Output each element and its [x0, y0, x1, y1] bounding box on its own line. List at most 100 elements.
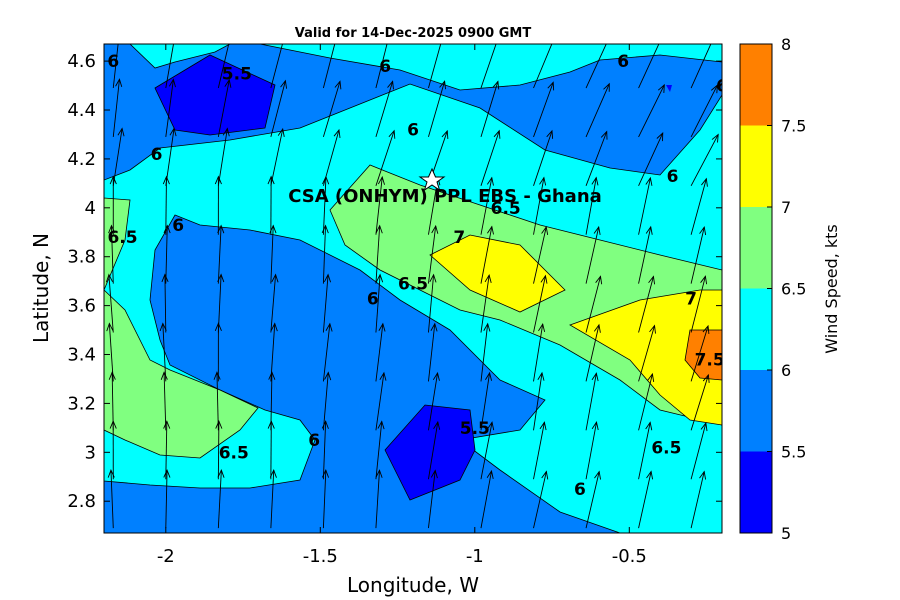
- wind-arrow-head: [699, 225, 707, 236]
- wind-arrow-head: [702, 324, 710, 334]
- wind-arrow: [375, 81, 394, 138]
- wind-arrow: [638, 84, 665, 138]
- wind-arrow-head: [600, 130, 608, 140]
- wind-arrow: [428, 323, 436, 382]
- wind-arrow-head: [486, 469, 494, 479]
- contour-label: 6.5: [107, 228, 137, 248]
- wind-arrow: [428, 372, 438, 431]
- contour-label: 7.5: [695, 350, 725, 370]
- wind-arrow-head: [222, 127, 230, 137]
- wind-arrow-head: [430, 322, 438, 332]
- wind-arrow-head: [324, 371, 332, 381]
- wind-arrow-head: [334, 80, 342, 90]
- wind-arrow: [322, 274, 329, 333]
- wind-arrow: [165, 128, 175, 186]
- wind-arrow-head: [591, 421, 599, 431]
- site-label: CSA (ONHYM) PPL EBS - Ghana: [288, 186, 602, 207]
- wind-arrow: [165, 44, 174, 89]
- wind-arrow-head: [116, 30, 122, 38]
- wind-arrow: [638, 226, 652, 284]
- wind-arrow: [585, 131, 608, 186]
- wind-arrow-head: [646, 470, 654, 480]
- colorbar-tick-label: 5: [781, 524, 791, 543]
- wind-arrow-head: [486, 176, 494, 186]
- y-tick-label: 4: [85, 198, 96, 219]
- wind-arrow: [480, 275, 490, 333]
- y-tick-label: 3.2: [67, 393, 96, 414]
- wind-arrow: [165, 176, 167, 235]
- wind-arrow-head: [604, 35, 610, 43]
- wind-arrow-head: [163, 420, 171, 429]
- wind-arrow-head: [160, 371, 168, 380]
- wind-arrow: [480, 323, 489, 382]
- wind-arrow: [690, 44, 712, 89]
- wind-arrow: [690, 227, 705, 284]
- wind-arrow: [216, 372, 219, 431]
- wind-arrow: [428, 44, 442, 89]
- wind-arrow-head: [163, 468, 171, 478]
- wind-arrow: [217, 225, 222, 284]
- wind-arrow-head: [484, 273, 492, 283]
- contour-band-7-7.5-center: [429, 234, 566, 313]
- wind-arrow-head: [492, 80, 500, 90]
- contour-band-6.5-7-southwest: [104, 289, 259, 459]
- wind-arrow: [480, 422, 493, 480]
- wind-arrow: [533, 324, 544, 382]
- wind-arrow-head: [649, 324, 656, 334]
- wind-arrow-head: [217, 224, 225, 234]
- wind-arrow-head: [379, 371, 387, 381]
- wind-arrow: [163, 372, 167, 431]
- wind-arrow-head: [711, 133, 719, 143]
- wind-arrow-head: [388, 129, 396, 139]
- wind-arrow-head: [168, 78, 176, 88]
- contour-band-6-6.5-topright: [259, 44, 722, 91]
- wind-arrow: [585, 324, 600, 382]
- wind-arrow: [270, 470, 275, 529]
- wind-arrow: [217, 421, 220, 480]
- contour-label: 6: [716, 77, 728, 97]
- wind-arrow: [480, 470, 492, 529]
- wind-arrow: [585, 177, 597, 235]
- wind-arrow-head: [657, 83, 665, 93]
- wind-arrow-head: [645, 176, 653, 186]
- wind-arrow: [270, 323, 276, 382]
- wind-arrow-head: [376, 273, 384, 283]
- wind-arrow-head: [387, 80, 394, 90]
- wind-arrow: [533, 471, 547, 529]
- wind-arrow: [480, 44, 497, 89]
- wind-arrow-head: [163, 224, 171, 234]
- wind-arrow-head: [603, 82, 610, 92]
- y-tick-label: 3: [85, 442, 96, 463]
- wind-arrow-head: [710, 84, 718, 94]
- contour-label: 7: [453, 228, 465, 248]
- wind-arrow-head: [431, 224, 439, 234]
- wind-arrow: [533, 82, 554, 138]
- wind-arrow-head: [269, 469, 277, 478]
- contour-label: 6.5: [491, 199, 521, 219]
- wind-arrow: [375, 225, 381, 284]
- wind-arrow: [162, 323, 167, 382]
- wind-arrow: [533, 177, 545, 235]
- wind-arrow: [533, 226, 547, 284]
- wind-arrow-head: [700, 275, 708, 285]
- wind-arrow: [112, 79, 120, 137]
- wind-arrow-head: [217, 469, 225, 478]
- contour-label: 6: [574, 480, 586, 500]
- wind-arrow-head: [485, 371, 493, 381]
- wind-arrow-head: [648, 275, 656, 285]
- x-axis-label: Longitude, W: [347, 573, 479, 597]
- wind-arrow: [375, 372, 385, 431]
- wind-arrow: [112, 128, 123, 186]
- wind-arrow-head: [105, 273, 113, 283]
- wind-arrow-head: [645, 421, 653, 431]
- wind-arrow: [585, 422, 597, 480]
- contour-label: 6: [107, 52, 119, 72]
- contour-label: 6.5: [219, 443, 249, 463]
- contour-label: 6: [151, 145, 163, 165]
- wind-arrow: [322, 470, 327, 529]
- wind-arrow-head: [538, 323, 546, 333]
- wind-arrow: [375, 177, 383, 235]
- wind-arrow-head: [539, 176, 547, 186]
- wind-arrow: [322, 81, 341, 138]
- wind-arrow-head: [117, 127, 125, 137]
